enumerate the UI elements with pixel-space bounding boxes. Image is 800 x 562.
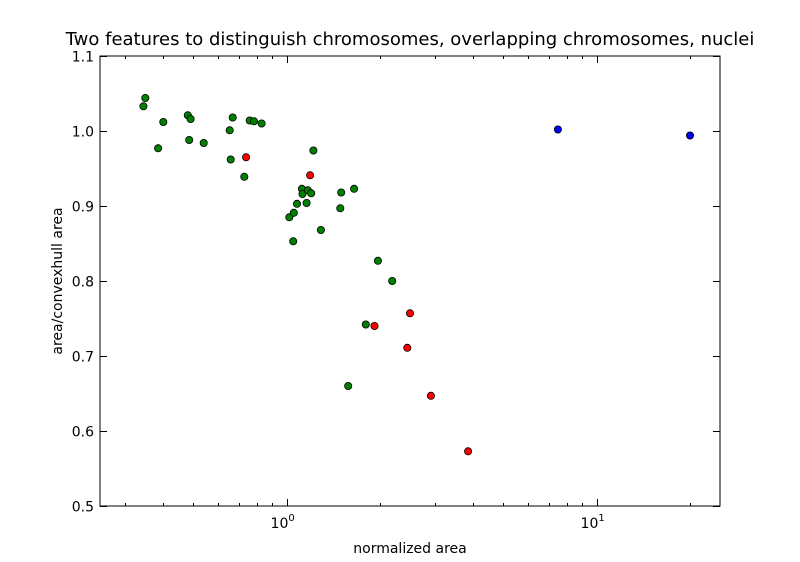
y-tick-label: 1.1	[72, 50, 94, 66]
data-points	[139, 94, 695, 456]
y-tick-label: 0.6	[72, 425, 94, 441]
data-point-series-1	[289, 237, 298, 246]
data-point-series-1	[309, 146, 318, 155]
data-point-series-1	[302, 198, 311, 207]
x-tick-label: 100	[271, 513, 295, 532]
y-tick-label: 0.8	[72, 275, 94, 291]
data-point-series-1	[225, 126, 234, 135]
data-point-series-1	[292, 199, 301, 208]
x-tick-base: 10	[581, 516, 599, 532]
data-point-series-2	[403, 343, 412, 352]
data-point-series-1	[228, 113, 237, 122]
data-point-series-1	[257, 119, 266, 128]
data-point-series-2	[370, 321, 379, 330]
y-tick-label: 0.9	[72, 200, 94, 216]
data-point-series-1	[337, 188, 346, 197]
data-point-series-2	[242, 153, 251, 162]
data-point-series-1	[344, 381, 353, 390]
data-point-series-1	[240, 172, 249, 181]
data-point-series-1	[316, 225, 325, 234]
data-point-series-1	[361, 320, 370, 329]
data-point-series-1	[199, 138, 208, 147]
data-point-series-1	[350, 184, 359, 193]
data-point-series-1	[373, 256, 382, 265]
plot-frame	[99, 55, 721, 507]
data-point-series-1	[307, 189, 316, 198]
data-point-series-1	[249, 117, 258, 126]
x-tick-exponent: 0	[288, 513, 294, 524]
data-point-series-2	[464, 447, 473, 456]
y-tick-label: 0.5	[72, 500, 94, 516]
data-point-series-2	[306, 171, 315, 180]
data-point-series-1	[159, 118, 168, 127]
x-tick-base: 10	[271, 516, 289, 532]
y-tick-label: 0.7	[72, 350, 94, 366]
data-point-series-1	[141, 94, 150, 103]
data-point-series-2	[426, 391, 435, 400]
data-point-series-1	[139, 102, 148, 111]
data-point-series-1	[336, 204, 345, 213]
data-point-series-3	[686, 131, 695, 140]
y-tick-label: 1.0	[72, 125, 94, 141]
data-point-series-1	[226, 155, 235, 164]
data-point-series-2	[405, 309, 414, 318]
data-point-series-1	[154, 144, 163, 153]
data-point-series-1	[388, 276, 397, 285]
x-tick-label: 101	[581, 513, 605, 532]
data-point-series-3	[553, 125, 562, 134]
chart-title: Two features to distinguish chromosomes,…	[65, 29, 755, 50]
x-axis-label: normalized area	[353, 541, 466, 557]
y-axis-label: area/convexhull area	[50, 207, 66, 354]
x-tick-exponent: 1	[598, 513, 604, 524]
data-point-series-1	[185, 135, 194, 144]
data-point-series-1	[186, 115, 195, 124]
data-point-series-1	[289, 208, 298, 217]
